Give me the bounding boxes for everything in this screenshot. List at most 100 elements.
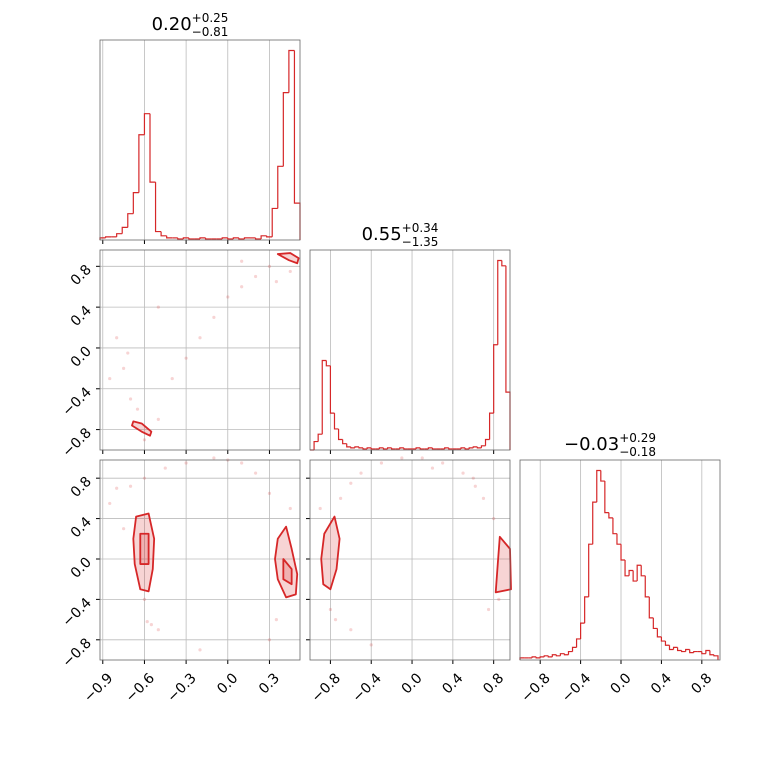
histogram-step: [476, 446, 482, 449]
histogram-step: [616, 533, 622, 545]
histogram-step: [329, 365, 335, 414]
histogram-step: [342, 439, 347, 445]
sample-point: [170, 376, 174, 381]
histogram-step: [366, 447, 372, 449]
panel-frame: [99, 459, 301, 661]
sample-point: [184, 461, 188, 465]
contour: [282, 558, 293, 586]
panel-frame: [99, 249, 301, 451]
sample-point: [349, 481, 353, 485]
title-value: −0.03: [564, 434, 619, 455]
histogram-step: [656, 628, 662, 638]
title-plus: +0.34: [402, 221, 439, 235]
histogram-step: [288, 49, 295, 93]
histogram-step: [612, 517, 617, 535]
histogram-step: [188, 237, 195, 240]
histogram-step: [358, 446, 364, 449]
y-tick-label: 0.4: [68, 514, 95, 541]
histogram-step: [386, 447, 392, 449]
sample-point: [156, 417, 160, 421]
sample-point: [400, 456, 404, 460]
sample-point: [461, 471, 465, 475]
sample-point: [253, 274, 258, 279]
histogram-step: [182, 237, 189, 239]
sample-point: [149, 623, 153, 627]
histogram-step: [547, 655, 553, 658]
sample-point: [142, 476, 147, 480]
sample-point: [441, 461, 445, 465]
y-tick-label: −0.4: [59, 384, 94, 419]
sample-point: [226, 295, 230, 299]
sample-point: [128, 484, 133, 488]
x-tick-label: −0.4: [349, 670, 384, 705]
histogram-step: [370, 447, 376, 450]
y-tick-label: −0.4: [59, 595, 94, 630]
histogram-step: [648, 596, 654, 619]
histogram-step: [493, 344, 498, 414]
histogram-step: [668, 645, 674, 651]
sample-point: [328, 607, 333, 612]
histogram-step: [419, 447, 425, 450]
histogram-step: [260, 235, 267, 239]
x-tick-label: −0.4: [559, 670, 594, 705]
histogram-step: [138, 134, 145, 193]
histogram-step: [362, 447, 368, 450]
x-tick-label: 0.3: [256, 670, 283, 697]
contour: [131, 420, 153, 437]
histogram-step: [132, 192, 139, 214]
title-value: 0.55: [362, 224, 402, 245]
histogram-step: [596, 469, 601, 503]
histogram-step: [640, 565, 646, 577]
histogram-step: [154, 182, 162, 233]
histogram-step: [567, 650, 573, 655]
x-tick-label: −0.9: [81, 670, 116, 705]
contour: [494, 535, 512, 594]
sample-point: [135, 407, 140, 411]
histogram-step: [325, 360, 331, 367]
histogram-step: [705, 649, 710, 654]
title-minus: −1.35: [402, 235, 439, 249]
histogram-step: [166, 235, 173, 239]
histogram-step: [313, 440, 319, 450]
histogram-step: [104, 236, 112, 238]
histogram-step: [535, 656, 541, 659]
sample-point: [156, 305, 160, 309]
sample-point: [240, 285, 244, 289]
sample-point: [108, 501, 112, 506]
histogram-step: [391, 447, 396, 450]
histogram-step: [399, 447, 404, 449]
histogram-step: [543, 655, 549, 657]
histogram-step: [531, 656, 537, 658]
sample-point: [115, 486, 119, 490]
histogram-step: [624, 560, 630, 577]
histogram-step: [559, 653, 565, 656]
histogram-step: [350, 446, 355, 449]
y-tick-label: 0.8: [68, 262, 95, 289]
histogram-step: [160, 231, 167, 237]
histogram-step: [431, 447, 437, 450]
sample-point: [267, 264, 272, 268]
histogram-step: [464, 447, 470, 450]
sample-point: [267, 491, 272, 495]
sample-point: [359, 471, 363, 475]
histogram-step: [555, 654, 561, 657]
sample-point: [184, 356, 188, 360]
sample-point: [420, 456, 424, 460]
sample-point: [486, 607, 491, 612]
panel-title: −0.03+0.29 −0.18: [564, 431, 656, 459]
histogram-step: [254, 237, 262, 240]
histogram-step: [660, 636, 666, 642]
histogram-step: [127, 213, 134, 228]
y-tick-label: 0.0: [68, 343, 95, 370]
panel-frame: [99, 39, 301, 241]
sample-point: [108, 376, 112, 381]
histogram-step: [266, 235, 273, 238]
histogram-step: [232, 237, 239, 239]
histogram-step: [488, 412, 494, 440]
histogram-step: [628, 569, 634, 576]
histogram-step: [604, 481, 609, 514]
sample-point: [274, 280, 278, 284]
histogram-step: [143, 113, 150, 135]
histogram-step: [282, 92, 289, 167]
